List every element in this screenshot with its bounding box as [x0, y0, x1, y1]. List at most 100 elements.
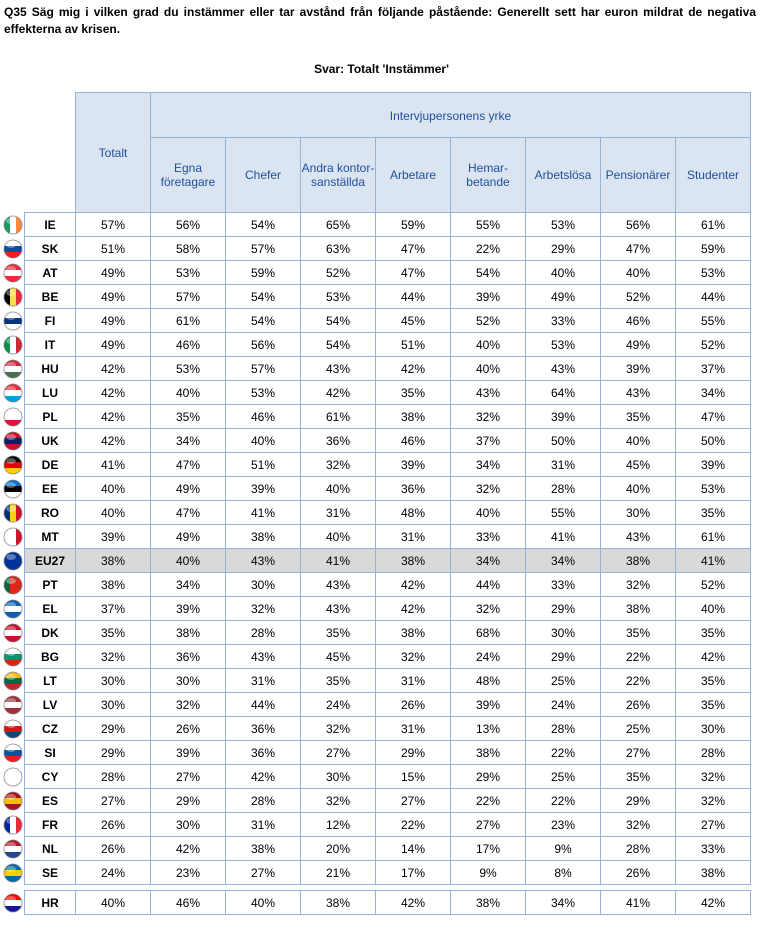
value-cell: 40% [450, 332, 526, 357]
value-cell: 65% [300, 212, 376, 237]
value-cell: 32% [150, 692, 226, 717]
value-cell: 44% [675, 284, 751, 309]
value-cell: 39% [150, 596, 226, 621]
value-cell: 26% [375, 692, 451, 717]
flag [3, 383, 23, 403]
value-cell: 42% [375, 890, 451, 915]
value-cell: 46% [225, 404, 301, 429]
column-header: Hemar- betande [450, 137, 526, 213]
value-cell: 37% [75, 596, 151, 621]
value-cell: 14% [375, 836, 451, 861]
value-cell: 26% [75, 812, 151, 837]
country-code: BE [24, 284, 76, 309]
country-code: MT [24, 524, 76, 549]
value-cell: 39% [600, 356, 676, 381]
value-cell: 39% [675, 452, 751, 477]
flag [3, 287, 23, 307]
value-cell: 54% [225, 212, 301, 237]
value-cell: 30% [150, 812, 226, 837]
value-cell: 43% [225, 644, 301, 669]
value-cell: 32% [375, 644, 451, 669]
flag [3, 695, 23, 715]
value-cell: 42% [375, 596, 451, 621]
value-cell: 27% [675, 812, 751, 837]
value-cell: 38% [75, 548, 151, 573]
flag [3, 863, 23, 883]
value-cell: 40% [450, 356, 526, 381]
value-cell: 49% [75, 332, 151, 357]
value-cell: 45% [600, 452, 676, 477]
flag [3, 599, 23, 619]
flag [3, 503, 23, 523]
value-cell: 13% [450, 716, 526, 741]
flag [3, 239, 23, 259]
flag [3, 263, 23, 283]
country-code: CY [24, 764, 76, 789]
value-cell: 34% [150, 428, 226, 453]
value-cell: 61% [675, 212, 751, 237]
subtitle: Svar: Totalt 'Instämmer' [314, 62, 449, 76]
value-cell: 34% [450, 452, 526, 477]
value-cell: 41% [75, 452, 151, 477]
value-cell: 22% [525, 788, 601, 813]
value-cell: 40% [600, 428, 676, 453]
value-cell: 59% [225, 260, 301, 285]
value-cell: 59% [375, 212, 451, 237]
value-cell: 30% [75, 692, 151, 717]
value-cell: 38% [600, 596, 676, 621]
value-cell: 38% [450, 740, 526, 765]
column-header: Egna företagare [150, 137, 226, 213]
value-cell: 51% [225, 452, 301, 477]
country-code: LT [24, 668, 76, 693]
value-cell: 29% [525, 596, 601, 621]
value-cell: 32% [300, 788, 376, 813]
value-cell: 23% [525, 812, 601, 837]
value-cell: 31% [525, 452, 601, 477]
value-cell: 57% [225, 356, 301, 381]
value-cell: 35% [300, 620, 376, 645]
flag [3, 335, 23, 355]
value-cell: 29% [75, 740, 151, 765]
value-cell: 30% [150, 668, 226, 693]
title: Q35 Säg mig i vilken grad du instämmer e… [4, 5, 756, 36]
value-cell: 25% [525, 668, 601, 693]
value-cell: 36% [225, 740, 301, 765]
value-cell: 52% [675, 332, 751, 357]
value-cell: 54% [450, 260, 526, 285]
value-cell: 38% [600, 548, 676, 573]
value-cell: 27% [225, 860, 301, 885]
value-cell: 57% [75, 212, 151, 237]
value-cell: 35% [675, 500, 751, 525]
value-cell: 32% [225, 596, 301, 621]
value-cell: 32% [600, 572, 676, 597]
country-code: BG [24, 644, 76, 669]
value-cell: 55% [525, 500, 601, 525]
value-cell: 40% [675, 596, 751, 621]
value-cell: 49% [150, 524, 226, 549]
value-cell: 35% [675, 692, 751, 717]
value-cell: 38% [375, 620, 451, 645]
flag [3, 575, 23, 595]
flag [3, 623, 23, 643]
value-cell: 9% [525, 836, 601, 861]
value-cell: 42% [375, 572, 451, 597]
value-cell: 32% [675, 788, 751, 813]
value-cell: 37% [450, 428, 526, 453]
value-cell: 63% [300, 236, 376, 261]
value-cell: 55% [450, 212, 526, 237]
value-cell: 30% [675, 716, 751, 741]
value-cell: 56% [225, 332, 301, 357]
value-cell: 38% [450, 890, 526, 915]
value-cell: 27% [600, 740, 676, 765]
value-cell: 23% [150, 860, 226, 885]
value-cell: 28% [675, 740, 751, 765]
value-cell: 38% [300, 890, 376, 915]
value-cell: 35% [600, 620, 676, 645]
value-cell: 8% [525, 860, 601, 885]
value-cell: 28% [225, 788, 301, 813]
value-cell: 40% [75, 500, 151, 525]
value-cell: 41% [675, 548, 751, 573]
value-cell: 29% [75, 716, 151, 741]
value-cell: 39% [525, 404, 601, 429]
value-cell: 47% [375, 236, 451, 261]
